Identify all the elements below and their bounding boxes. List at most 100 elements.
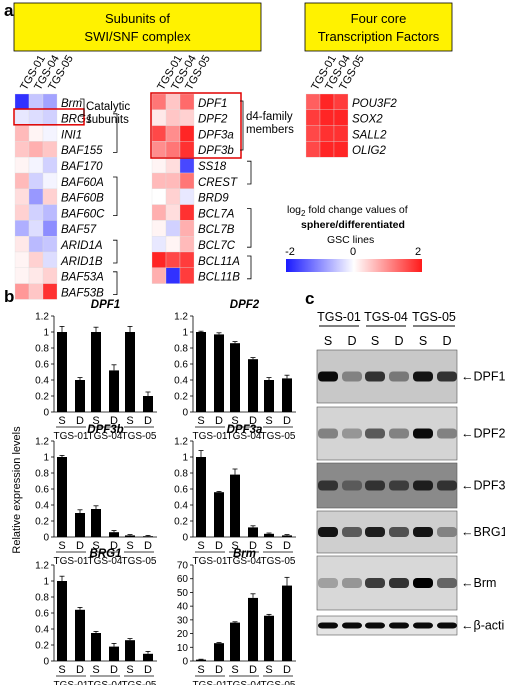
brg1-highlight-box bbox=[13, 108, 85, 126]
blot-protein-label: ←β-actin bbox=[461, 619, 505, 633]
blot-header: TGS-01 TGS-04 TGS-05 S D S D S D bbox=[317, 310, 456, 348]
hm1-cell bbox=[28, 204, 44, 221]
y-tick-label: 10 bbox=[177, 643, 189, 654]
y-tick-label: 30 bbox=[177, 615, 189, 626]
hm2-cell bbox=[151, 141, 167, 158]
bar bbox=[91, 509, 101, 537]
hm1-cell bbox=[14, 267, 30, 284]
sd-label: D bbox=[76, 664, 84, 676]
sd-label: S bbox=[231, 664, 238, 676]
bar bbox=[57, 457, 67, 537]
hm2-cell bbox=[165, 141, 181, 158]
hm1-cell bbox=[28, 188, 44, 205]
y-tick-label: 0.2 bbox=[35, 641, 49, 652]
y-tick-label: 0.4 bbox=[35, 376, 49, 387]
d4-label-line2: members bbox=[246, 124, 294, 136]
bar-chart-title: DPF3b bbox=[87, 424, 123, 436]
blot-band bbox=[365, 527, 385, 537]
catalytic-label-line1: Catalytic bbox=[86, 101, 130, 113]
sd-label: S bbox=[197, 540, 204, 552]
bar bbox=[91, 332, 101, 412]
hm2-gene-label: DPF3b bbox=[198, 145, 234, 157]
hm1-gene-label: BAF60B bbox=[61, 193, 104, 205]
hm1-cell bbox=[42, 236, 58, 253]
blot-protein-label: ←DPF1 bbox=[461, 370, 505, 384]
hm2-cell bbox=[165, 109, 181, 126]
blot-band bbox=[437, 371, 457, 382]
bar bbox=[75, 513, 85, 537]
bar bbox=[230, 343, 240, 412]
group-label: TGS-05 bbox=[260, 556, 295, 567]
blot-dpf1: ←DPF1 bbox=[316, 349, 505, 404]
sd-label: D bbox=[110, 415, 118, 427]
hm1-cell bbox=[42, 109, 58, 126]
y-tick-label: 0.2 bbox=[35, 392, 49, 403]
hm1-cell bbox=[42, 220, 58, 237]
d4-bracket bbox=[240, 100, 244, 151]
blot-protein-label: ←DPF2 bbox=[461, 427, 505, 441]
bar bbox=[282, 535, 292, 537]
y-tick-label: 0 bbox=[182, 408, 188, 419]
hm2-gene-label: BCL7B bbox=[198, 224, 235, 236]
hm1-cell bbox=[42, 93, 58, 110]
blot-band bbox=[389, 578, 409, 588]
hm1-cell bbox=[14, 236, 30, 253]
hm1-cell bbox=[42, 283, 58, 300]
bar bbox=[125, 535, 135, 537]
blot-membrane bbox=[316, 406, 458, 461]
hm2-gene-label: BCL11A bbox=[198, 256, 240, 268]
hm2-gene-label: DPF1 bbox=[198, 98, 227, 110]
hm3-gene-label: SOX2 bbox=[352, 114, 383, 126]
group-label: TGS-05 bbox=[260, 680, 295, 685]
color-legend: log2 fold change values of sphere/differ… bbox=[285, 204, 422, 272]
hm2-cell bbox=[179, 125, 195, 142]
sd-label: S bbox=[197, 415, 204, 427]
hm2-cell bbox=[151, 204, 167, 221]
blot-protein-label: ←DPF3a bbox=[461, 479, 505, 493]
swi-snf-header-box bbox=[13, 2, 262, 52]
hm1-cell bbox=[14, 93, 30, 110]
hm1-cell bbox=[28, 125, 44, 142]
sd-label: D bbox=[76, 415, 84, 427]
bar bbox=[75, 609, 85, 661]
hm2-cell bbox=[151, 172, 167, 189]
blot-band bbox=[318, 428, 338, 439]
group-label: TGS-04 bbox=[87, 680, 122, 685]
bar bbox=[282, 378, 292, 412]
blot-band bbox=[365, 480, 385, 491]
bar bbox=[57, 332, 67, 412]
hm1-gene-label: BAF53A bbox=[61, 272, 104, 284]
hm2-gene-label: SS18 bbox=[198, 161, 227, 173]
bar bbox=[264, 380, 274, 412]
y-tick-label: 50 bbox=[177, 588, 189, 599]
hm1-cell bbox=[28, 220, 44, 237]
blot-band bbox=[365, 578, 385, 588]
sd-label: D bbox=[144, 415, 152, 427]
bar bbox=[196, 659, 206, 661]
group-bracket bbox=[113, 239, 118, 264]
blot-band bbox=[342, 428, 362, 439]
bar bbox=[214, 492, 224, 537]
hm2-gene-label: BCL7C bbox=[198, 240, 236, 252]
blot-dpf3a: ←DPF3a bbox=[316, 462, 505, 509]
blot-band bbox=[365, 371, 385, 382]
blot-band bbox=[413, 428, 433, 439]
y-tick-label: 1 bbox=[43, 577, 49, 588]
bar bbox=[196, 332, 206, 412]
sd-label: S bbox=[126, 664, 133, 676]
blot-membrane bbox=[316, 349, 458, 404]
sd-label: S bbox=[126, 415, 133, 427]
group-label: TGS-04 bbox=[226, 680, 261, 685]
catalytic-bracket bbox=[80, 98, 85, 117]
y-tick-label: 0 bbox=[182, 657, 188, 668]
hm2-gene-label: BRD9 bbox=[198, 193, 229, 205]
sd-label: D bbox=[249, 540, 257, 552]
group-label: TGS-04 bbox=[226, 556, 261, 567]
sd-label: S bbox=[92, 415, 99, 427]
sd-label: S bbox=[265, 415, 272, 427]
sd-label: D bbox=[144, 540, 152, 552]
group-label: TGS-05 bbox=[121, 431, 156, 442]
blot-band bbox=[318, 480, 338, 491]
